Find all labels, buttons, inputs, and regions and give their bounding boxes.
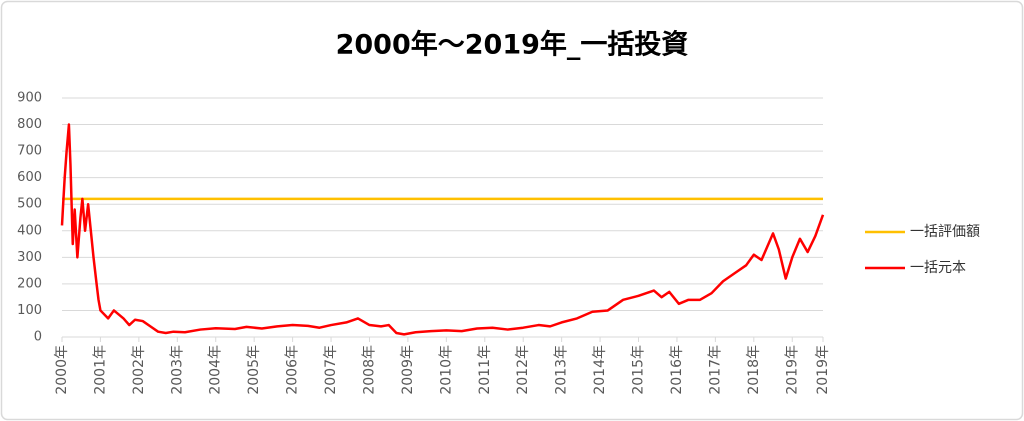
x-tick-label: 2009年 xyxy=(400,345,416,395)
y-tick-label: 600 xyxy=(17,170,42,185)
x-tick-label: 2002年 xyxy=(131,345,147,395)
x-tick-label: 2011年 xyxy=(477,345,493,395)
x-tick-label: 2017年 xyxy=(707,345,723,395)
x-tick-label: 2007年 xyxy=(323,345,339,395)
x-tick-label: 2019年 xyxy=(815,345,831,395)
y-tick-label: 0 xyxy=(34,330,42,345)
x-tick-label: 2008年 xyxy=(361,345,377,395)
y-tick-label: 300 xyxy=(17,250,42,265)
legend-label: 一括評価額 xyxy=(910,224,980,240)
y-tick-label: 700 xyxy=(17,144,42,159)
x-tick-label: 2013年 xyxy=(554,345,570,395)
x-tick-label: 2016年 xyxy=(669,345,685,395)
x-tick-label: 2015年 xyxy=(631,345,647,395)
legend-label: 一括元本 xyxy=(910,260,966,276)
x-tick-label: 2018年 xyxy=(746,345,762,395)
x-tick-label: 2005年 xyxy=(246,345,262,395)
x-tick-label: 2001年 xyxy=(92,345,108,395)
x-tick-label: 2012年 xyxy=(515,345,531,395)
chart-title: 2000年～2019年_一括投資 xyxy=(336,29,689,61)
line-series xyxy=(60,123,825,336)
y-tick-label: 100 xyxy=(17,303,42,318)
y-tick-label: 400 xyxy=(17,223,42,238)
y-tick-label: 500 xyxy=(17,197,42,212)
y-tick-label: 800 xyxy=(17,117,42,132)
x-tick-label: 2003年 xyxy=(169,345,185,395)
x-tick-label: 2019年 xyxy=(784,345,800,395)
y-tick-label: 900 xyxy=(17,91,42,106)
x-tick-label: 2014年 xyxy=(592,345,608,395)
x-tick-label: 2006年 xyxy=(285,345,301,395)
y-tick-label: 200 xyxy=(17,276,42,291)
x-tick-label: 2004年 xyxy=(208,345,224,395)
x-tick-label: 2010年 xyxy=(438,345,454,395)
x-tick-label: 2000年 xyxy=(54,345,70,395)
